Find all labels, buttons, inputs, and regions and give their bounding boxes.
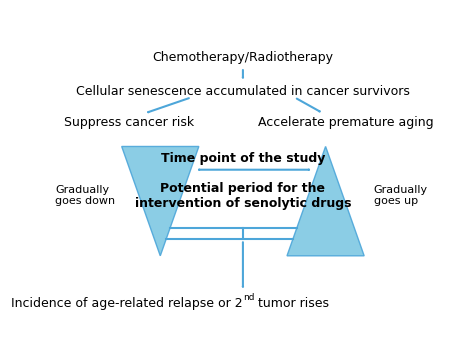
Text: Chemotherapy/Radiotherapy: Chemotherapy/Radiotherapy <box>153 51 333 64</box>
Polygon shape <box>287 147 364 256</box>
Text: Incidence of age-related relapse or 2: Incidence of age-related relapse or 2 <box>11 297 243 310</box>
Text: Suppress cancer risk: Suppress cancer risk <box>64 116 194 130</box>
Text: Gradually
goes up: Gradually goes up <box>374 185 428 207</box>
Text: tumor rises: tumor rises <box>255 297 329 310</box>
Polygon shape <box>122 147 199 256</box>
Text: Accelerate premature aging: Accelerate premature aging <box>258 116 434 130</box>
Text: Cellular senescence accumulated in cancer survivors: Cellular senescence accumulated in cance… <box>76 85 410 98</box>
Text: Potential period for the
intervention of senolytic drugs: Potential period for the intervention of… <box>135 182 351 210</box>
Text: Gradually
goes down: Gradually goes down <box>55 185 115 207</box>
Text: Time point of the study: Time point of the study <box>161 152 325 165</box>
Text: nd: nd <box>243 293 255 302</box>
